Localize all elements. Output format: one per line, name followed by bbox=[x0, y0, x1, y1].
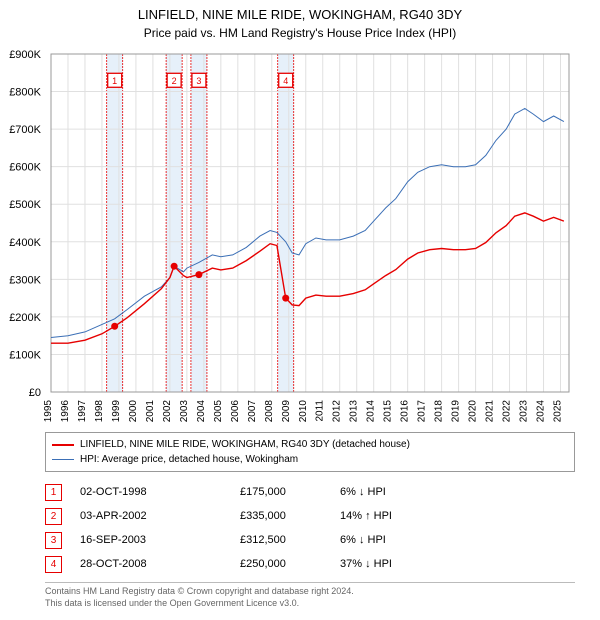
svg-text:2014: 2014 bbox=[366, 400, 377, 423]
transaction-hpi-delta: 6% ↓ HPI bbox=[340, 486, 440, 498]
svg-text:£700K: £700K bbox=[9, 124, 41, 136]
svg-text:1998: 1998 bbox=[94, 400, 105, 423]
svg-text:2011: 2011 bbox=[315, 400, 326, 422]
legend-item: LINFIELD, NINE MILE RIDE, WOKINGHAM, RG4… bbox=[52, 437, 568, 452]
transactions-table: 102-OCT-1998£175,0006% ↓ HPI203-APR-2002… bbox=[45, 480, 575, 576]
legend-label: HPI: Average price, detached house, Woki… bbox=[80, 452, 298, 467]
svg-text:2002: 2002 bbox=[162, 400, 173, 423]
svg-text:1996: 1996 bbox=[60, 400, 71, 423]
transaction-marker: 4 bbox=[45, 556, 62, 573]
svg-text:2016: 2016 bbox=[400, 400, 411, 423]
svg-text:£800K: £800K bbox=[9, 87, 41, 99]
legend-item: HPI: Average price, detached house, Woki… bbox=[52, 452, 568, 467]
transaction-marker: 3 bbox=[45, 532, 62, 549]
svg-text:2000: 2000 bbox=[128, 400, 139, 423]
chart-title: LINFIELD, NINE MILE RIDE, WOKINGHAM, RG4… bbox=[0, 0, 600, 24]
svg-text:2018: 2018 bbox=[434, 400, 445, 423]
svg-text:2005: 2005 bbox=[213, 400, 224, 423]
svg-text:£600K: £600K bbox=[9, 162, 41, 174]
license-line2: This data is licensed under the Open Gov… bbox=[45, 598, 299, 608]
transaction-date: 03-APR-2002 bbox=[80, 510, 240, 522]
transaction-date: 16-SEP-2003 bbox=[80, 534, 240, 546]
legend: LINFIELD, NINE MILE RIDE, WOKINGHAM, RG4… bbox=[45, 432, 575, 472]
svg-text:1995: 1995 bbox=[43, 400, 54, 423]
transaction-hpi-delta: 37% ↓ HPI bbox=[340, 558, 440, 570]
license-line1: Contains HM Land Registry data © Crown c… bbox=[45, 586, 354, 596]
transaction-price: £175,000 bbox=[240, 486, 340, 498]
transaction-price: £312,500 bbox=[240, 534, 340, 546]
svg-text:2017: 2017 bbox=[417, 400, 428, 423]
chart-svg: £0£100K£200K£300K£400K£500K£600K£700K£80… bbox=[45, 50, 575, 420]
svg-text:3: 3 bbox=[196, 76, 201, 86]
transaction-row: 4 28-OCT-2008£250,00037% ↓ HPI bbox=[45, 552, 575, 576]
svg-text:£100K: £100K bbox=[9, 349, 41, 361]
svg-text:2025: 2025 bbox=[553, 400, 564, 423]
transaction-row: 1 02-OCT-1998£175,0006% ↓ HPI bbox=[45, 480, 575, 504]
transaction-date: 02-OCT-1998 bbox=[80, 486, 240, 498]
transaction-row: 2 03-APR-2002£335,00014% ↑ HPI bbox=[45, 504, 575, 528]
svg-text:£900K: £900K bbox=[9, 49, 41, 61]
svg-text:2012: 2012 bbox=[332, 400, 343, 423]
svg-text:2008: 2008 bbox=[264, 400, 275, 423]
svg-text:£500K: £500K bbox=[9, 199, 41, 211]
svg-text:2006: 2006 bbox=[230, 400, 241, 423]
svg-text:2023: 2023 bbox=[519, 400, 530, 423]
svg-text:2024: 2024 bbox=[536, 400, 547, 423]
svg-text:£0: £0 bbox=[29, 387, 41, 399]
svg-text:2001: 2001 bbox=[145, 400, 156, 423]
legend-swatch bbox=[52, 444, 74, 446]
transaction-price: £250,000 bbox=[240, 558, 340, 570]
chart-container: LINFIELD, NINE MILE RIDE, WOKINGHAM, RG4… bbox=[0, 0, 600, 620]
transaction-price: £335,000 bbox=[240, 510, 340, 522]
svg-text:1999: 1999 bbox=[111, 400, 122, 423]
transaction-hpi-delta: 14% ↑ HPI bbox=[340, 510, 440, 522]
svg-text:£200K: £200K bbox=[9, 312, 41, 324]
svg-text:1: 1 bbox=[112, 76, 117, 86]
svg-text:2022: 2022 bbox=[502, 400, 513, 423]
svg-text:2003: 2003 bbox=[179, 400, 190, 423]
svg-text:£400K: £400K bbox=[9, 237, 41, 249]
svg-text:2: 2 bbox=[172, 76, 177, 86]
license-text: Contains HM Land Registry data © Crown c… bbox=[45, 582, 575, 609]
plot-area: £0£100K£200K£300K£400K£500K£600K£700K£80… bbox=[45, 50, 575, 420]
svg-text:2015: 2015 bbox=[383, 400, 394, 423]
transaction-date: 28-OCT-2008 bbox=[80, 558, 240, 570]
transaction-marker: 1 bbox=[45, 484, 62, 501]
transaction-row: 3 16-SEP-2003£312,5006% ↓ HPI bbox=[45, 528, 575, 552]
transaction-hpi-delta: 6% ↓ HPI bbox=[340, 534, 440, 546]
svg-text:4: 4 bbox=[283, 76, 288, 86]
chart-subtitle: Price paid vs. HM Land Registry's House … bbox=[0, 24, 600, 40]
svg-text:2020: 2020 bbox=[468, 400, 479, 423]
svg-text:2004: 2004 bbox=[196, 400, 207, 423]
svg-text:1997: 1997 bbox=[77, 400, 88, 423]
svg-text:2013: 2013 bbox=[349, 400, 360, 423]
svg-text:2021: 2021 bbox=[485, 400, 496, 423]
svg-text:2009: 2009 bbox=[281, 400, 292, 423]
svg-text:2007: 2007 bbox=[247, 400, 258, 423]
legend-label: LINFIELD, NINE MILE RIDE, WOKINGHAM, RG4… bbox=[80, 437, 410, 452]
legend-swatch bbox=[52, 459, 74, 460]
svg-text:2010: 2010 bbox=[298, 400, 309, 423]
transaction-marker: 2 bbox=[45, 508, 62, 525]
svg-text:2019: 2019 bbox=[451, 400, 462, 423]
svg-text:£300K: £300K bbox=[9, 274, 41, 286]
